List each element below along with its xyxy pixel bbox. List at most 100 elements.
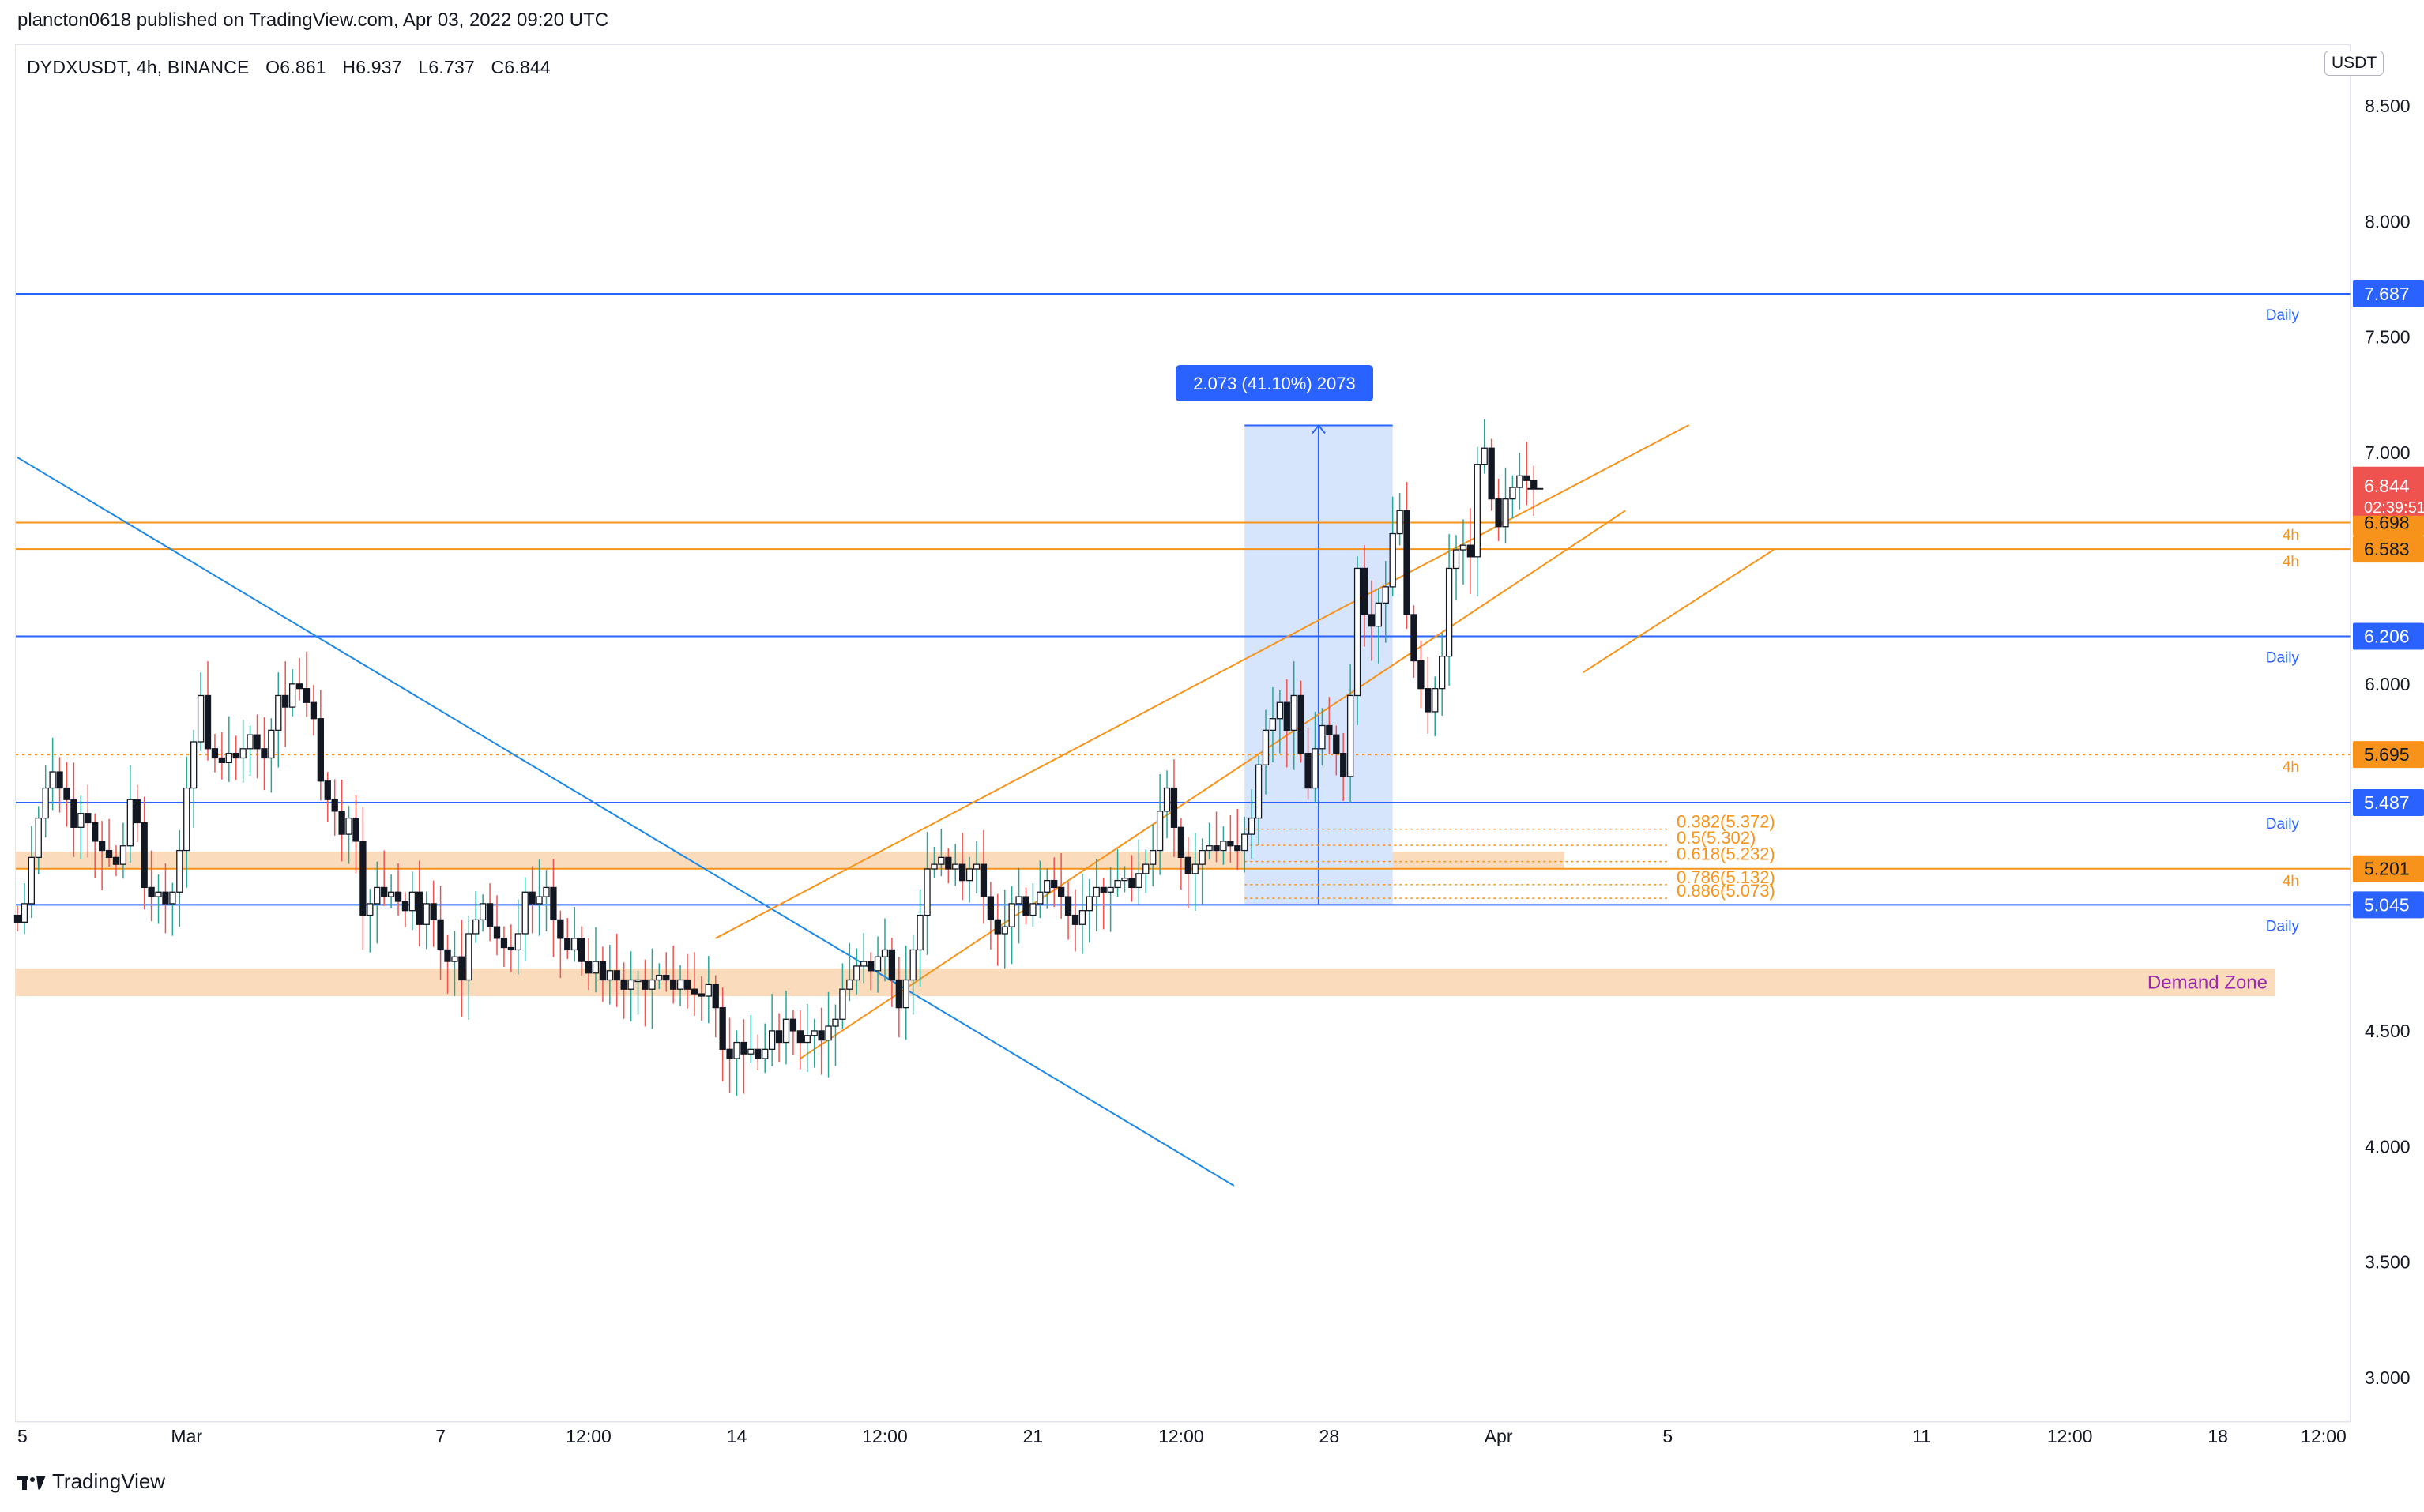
candle-body[interactable]	[324, 780, 331, 800]
candle-body[interactable]	[1452, 549, 1460, 570]
candle-body[interactable]	[1417, 660, 1425, 690]
candle-body[interactable]	[1234, 845, 1241, 852]
tradingview-brand[interactable]: TradingView	[17, 1469, 165, 1494]
candle-body[interactable]	[98, 841, 106, 852]
candle-body[interactable]	[952, 863, 959, 870]
candle-body[interactable]	[1262, 729, 1270, 765]
candle-body[interactable]	[768, 1030, 776, 1050]
candle-body[interactable]	[663, 975, 670, 981]
candle-body[interactable]	[755, 1048, 762, 1059]
candle-body[interactable]	[733, 1041, 740, 1059]
candle-body[interactable]	[70, 799, 77, 828]
candle-body[interactable]	[1057, 886, 1065, 897]
candle-body[interactable]	[1382, 586, 1389, 604]
candle-body[interactable]	[1071, 914, 1079, 925]
candle-body[interactable]	[183, 787, 190, 852]
candle-body[interactable]	[1114, 879, 1121, 889]
candle-body[interactable]	[359, 841, 367, 916]
candle-body[interactable]	[585, 961, 593, 974]
trendline-descending[interactable]	[17, 457, 1235, 1187]
candle-body[interactable]	[408, 891, 416, 912]
candle-body[interactable]	[832, 1018, 839, 1027]
candle-body[interactable]	[134, 799, 141, 824]
candle-body[interactable]	[818, 1030, 825, 1041]
candle-body[interactable]	[465, 933, 472, 981]
candle-body[interactable]	[247, 734, 254, 750]
candle-body[interactable]	[543, 886, 550, 897]
candle-body[interactable]	[1466, 544, 1474, 558]
candle-body[interactable]	[909, 949, 917, 981]
candle-body[interactable]	[649, 979, 656, 990]
candle-body[interactable]	[945, 856, 952, 870]
candle-body[interactable]	[416, 891, 423, 925]
candle-body[interactable]	[1121, 878, 1128, 882]
candle-body[interactable]	[204, 694, 212, 750]
candle-body[interactable]	[719, 1006, 726, 1050]
candle-body[interactable]	[1100, 886, 1107, 893]
candle-body[interactable]	[367, 903, 374, 916]
candle-body[interactable]	[28, 856, 36, 905]
candle-body[interactable]	[521, 891, 529, 935]
candle-body[interactable]	[401, 901, 409, 912]
candle-body[interactable]	[268, 729, 275, 759]
candle-body[interactable]	[705, 984, 712, 997]
candle-body[interactable]	[917, 914, 924, 951]
candle-body[interactable]	[762, 1048, 769, 1059]
candle-body[interactable]	[1206, 845, 1213, 852]
candle-body[interactable]	[627, 979, 634, 990]
candle-body[interactable]	[895, 979, 902, 1009]
candle-body[interactable]	[211, 748, 219, 759]
supply-zone[interactable]	[16, 852, 1564, 869]
candle-body[interactable]	[1248, 817, 1255, 835]
candle-body[interactable]	[1156, 811, 1164, 852]
candle-body[interactable]	[162, 891, 169, 905]
candle-body[interactable]	[1276, 701, 1284, 720]
candle-body[interactable]	[303, 688, 311, 703]
candle-body[interactable]	[1220, 841, 1227, 852]
candle-body[interactable]	[691, 988, 698, 995]
candle-body[interactable]	[169, 891, 176, 905]
candle-body[interactable]	[712, 984, 719, 1009]
candle-body[interactable]	[726, 1048, 733, 1059]
candle-body[interactable]	[1326, 724, 1333, 735]
candle-body[interactable]	[49, 771, 56, 789]
demand-zone[interactable]	[16, 968, 2275, 996]
candle-body[interactable]	[656, 975, 663, 981]
candle-body[interactable]	[1502, 498, 1509, 528]
candle-body[interactable]	[698, 993, 706, 997]
candle-body[interactable]	[1495, 498, 1502, 528]
candle-body[interactable]	[1312, 748, 1319, 789]
candle-body[interactable]	[811, 1030, 818, 1036]
candle-body[interactable]	[881, 949, 889, 957]
candle-body[interactable]	[1128, 878, 1135, 889]
candle-body[interactable]	[1213, 845, 1220, 852]
candle-body[interactable]	[176, 849, 183, 893]
candle-body[interactable]	[112, 856, 120, 865]
candle-body[interactable]	[1290, 694, 1297, 732]
candle-body[interactable]	[557, 919, 564, 939]
candle-body[interactable]	[874, 956, 882, 972]
candle-body[interactable]	[902, 979, 909, 1009]
candle-body[interactable]	[867, 961, 875, 972]
candle-body[interactable]	[437, 919, 444, 951]
candle-body[interactable]	[825, 1025, 832, 1041]
candle-body[interactable]	[126, 799, 134, 847]
candle-body[interactable]	[374, 886, 381, 905]
candle-body[interactable]	[980, 863, 988, 897]
candle-body[interactable]	[56, 771, 63, 789]
candle-body[interactable]	[92, 822, 99, 842]
candle-body[interactable]	[740, 1041, 747, 1055]
candle-body[interactable]	[1001, 926, 1008, 935]
candle-body[interactable]	[1368, 614, 1376, 627]
candle-body[interactable]	[331, 799, 338, 812]
candle-body[interactable]	[1516, 475, 1523, 488]
candle-body[interactable]	[1037, 891, 1044, 905]
candle-body[interactable]	[1086, 896, 1093, 912]
candle-body[interactable]	[1093, 886, 1100, 897]
candle-body[interactable]	[1425, 688, 1432, 713]
candle-body[interactable]	[1346, 694, 1354, 777]
candle-body[interactable]	[85, 813, 92, 824]
candle-body[interactable]	[423, 903, 430, 925]
candle-body[interactable]	[853, 965, 860, 981]
